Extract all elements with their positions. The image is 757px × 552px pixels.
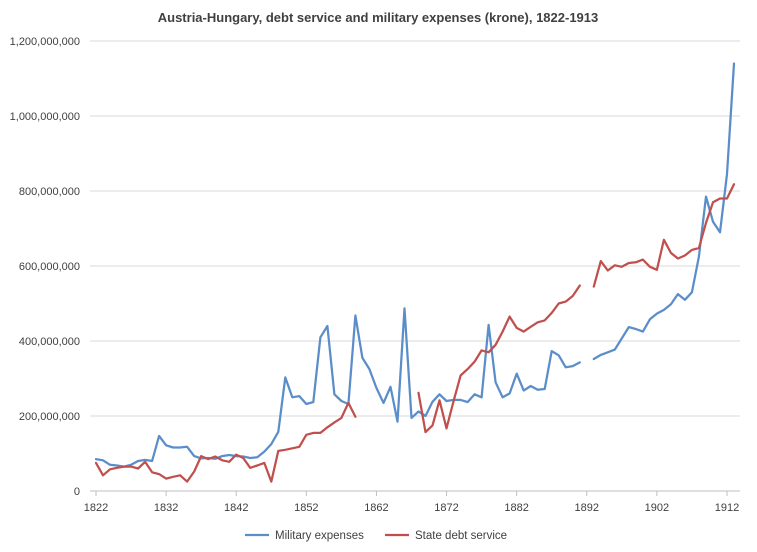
y-tick-label: 800,000,000 [19, 186, 80, 198]
x-tick-label: 1832 [154, 502, 178, 514]
gridlines [90, 40, 740, 492]
series-lines [94, 62, 736, 483]
y-tick-label: 1,000,000,000 [10, 111, 80, 123]
y-tick-label: 200,000,000 [19, 411, 80, 423]
x-tick-label: 1882 [504, 502, 528, 514]
x-tick-label: 1872 [434, 502, 458, 514]
y-tick-label: 600,000,000 [19, 261, 80, 273]
legend-label: State debt service [415, 530, 507, 542]
series-line-state-debt-service [94, 183, 736, 483]
x-tick-label: 1842 [224, 502, 248, 514]
x-tick-label: 1912 [715, 502, 739, 514]
legend-item-military-expenses: Military expenses [245, 530, 364, 542]
series-line-military-expenses [94, 62, 736, 468]
x-tick-label: 1822 [84, 502, 108, 514]
x-tick-label: 1852 [294, 502, 318, 514]
y-axis-ticks: 0 200,000,000 400,000,000 600,000,000 800,00… [10, 36, 80, 498]
x-axis-ticks: 1822 1832 1842 1852 1862 1872 1882 1892 1902 1912 [84, 491, 739, 514]
chart-title: Austria-Hungary, debt service and milita… [158, 10, 599, 25]
y-tick-label: 400,000,000 [19, 336, 80, 348]
legend-item-state-debt-service: State debt service [385, 530, 507, 542]
y-tick-label: 0 [74, 486, 80, 498]
x-tick-label: 1902 [645, 502, 669, 514]
legend-label: Military expenses [275, 530, 364, 542]
y-tick-label: 1,200,000,000 [10, 36, 80, 48]
x-tick-label: 1862 [364, 502, 388, 514]
x-tick-label: 1892 [575, 502, 599, 514]
legend: Military expenses State debt service [245, 530, 507, 542]
